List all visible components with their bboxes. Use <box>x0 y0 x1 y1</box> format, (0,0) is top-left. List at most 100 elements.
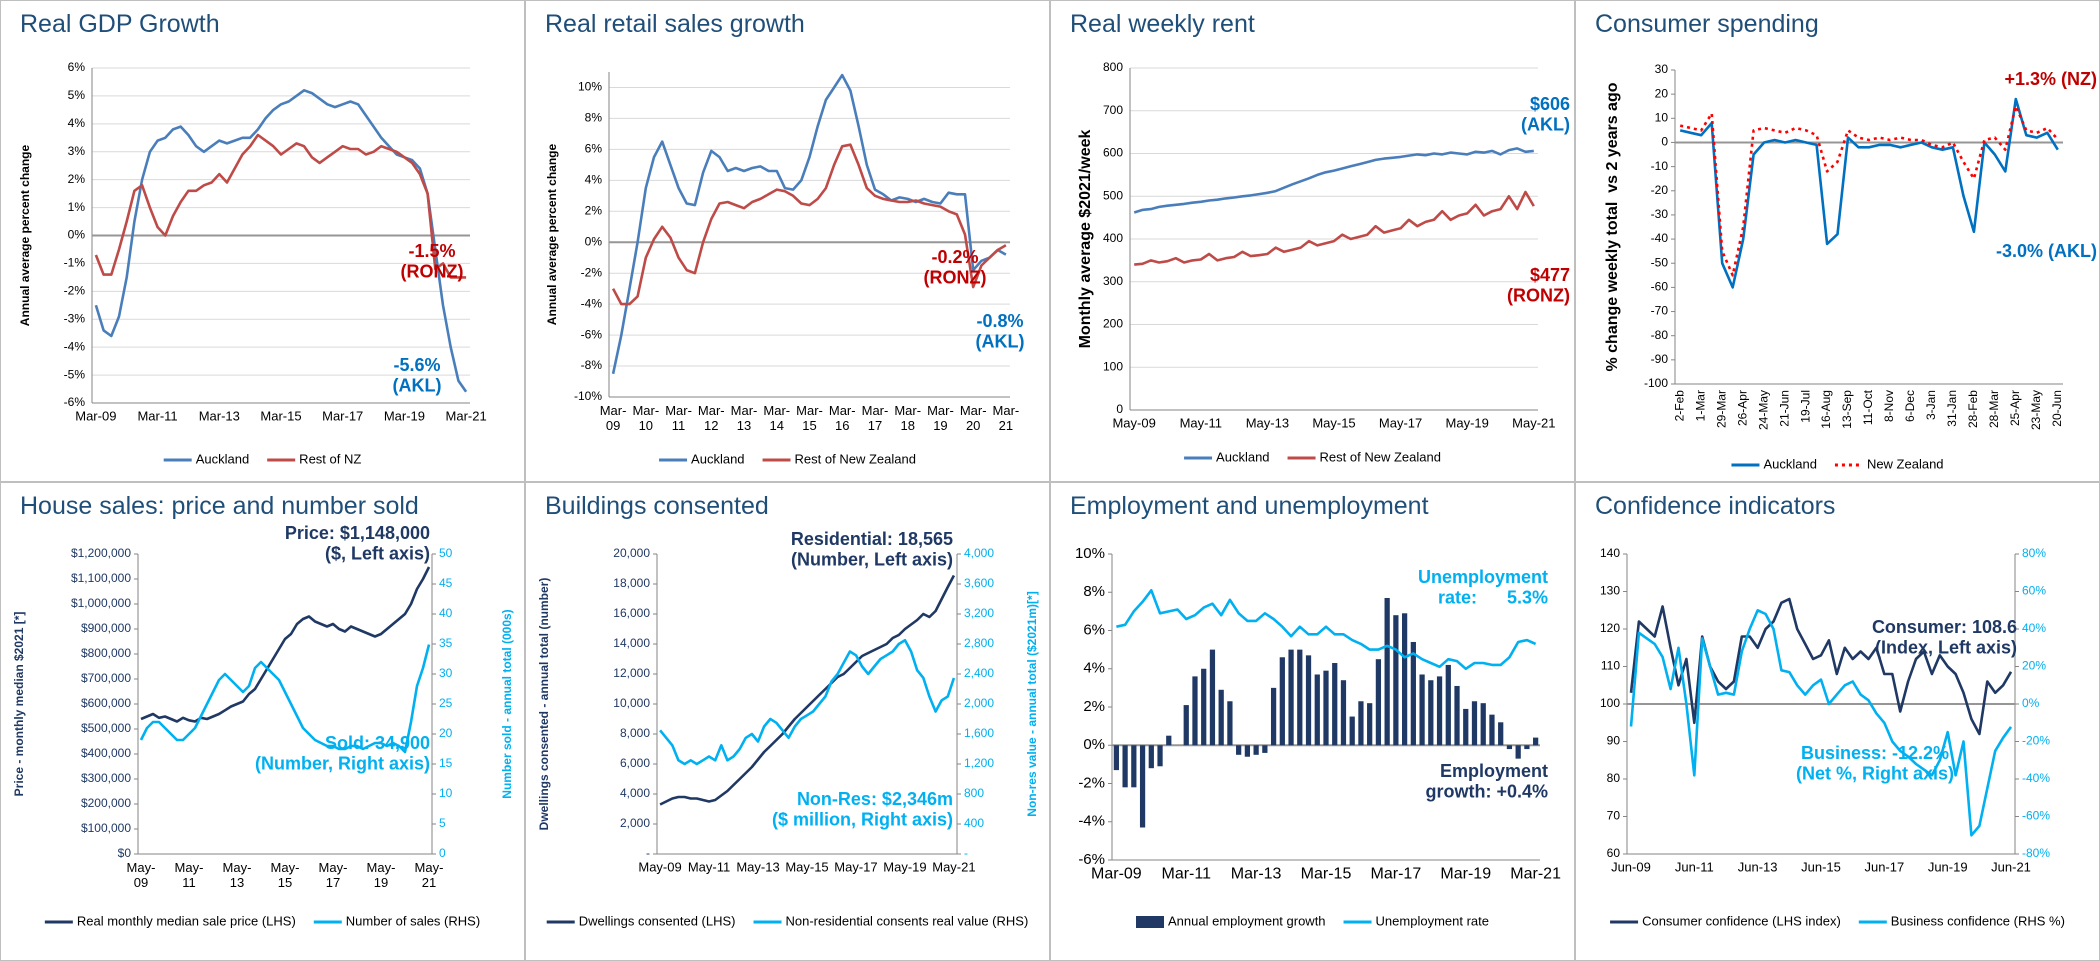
legend: Consumer confidence (LHS index) Business … <box>1610 913 2065 928</box>
bar <box>1218 689 1224 746</box>
bar <box>1454 685 1460 746</box>
line-series <box>659 639 956 766</box>
y-tick-label: $900,000 <box>81 621 131 635</box>
y2-tick-label: 25 <box>439 696 453 710</box>
y-tick-label: -80 <box>1651 328 1669 342</box>
bar <box>1139 745 1146 828</box>
x-tick-label: Mar-11 <box>137 409 177 424</box>
bar <box>1209 649 1216 746</box>
y2-tick-label: 50 <box>439 546 453 560</box>
bar <box>1305 655 1312 746</box>
x-tick-label: Mar-11 <box>1161 865 1211 882</box>
y-tick-label: 10 <box>1655 110 1669 124</box>
legend-swatch <box>1136 916 1165 928</box>
y-tick-label: 6% <box>68 60 86 74</box>
legend: Auckland Rest of New Zealand <box>1184 449 1441 464</box>
x-tick-label: Mar-13 <box>731 403 758 433</box>
y2-tick-label: 2,800 <box>964 636 994 650</box>
legend: Auckland Rest of New Zealand <box>659 451 916 466</box>
y-tick-label: $500,000 <box>81 721 131 735</box>
y2-tick-label: -20% <box>2022 734 2050 748</box>
x-tick-label: Mar-19 <box>927 403 954 433</box>
y2-axis-label: Number sold - annual total (000s) <box>500 609 514 798</box>
x-tick-label: Mar-21 <box>446 409 487 424</box>
bar <box>1471 701 1478 746</box>
legend-label: Business confidence (RHS %) <box>1891 913 2065 928</box>
x-tick-label: 26-Apr <box>1735 390 1749 426</box>
annotation: -0.2% (RONZ) <box>924 247 987 288</box>
x-tick-label: Jun-21 <box>1991 860 2031 875</box>
line-series <box>1133 147 1534 214</box>
y2-tick-label: 20 <box>439 726 453 740</box>
x-tick-label: Mar-13 <box>199 409 240 424</box>
legend-label: Rest of NZ <box>299 451 361 466</box>
x-tick-label: May-11 <box>175 860 204 890</box>
y-tick-label: 20,000 <box>613 546 650 560</box>
legend: Auckland Rest of NZ <box>163 451 361 466</box>
x-tick-label: 29-Mar <box>1714 390 1728 428</box>
x-tick-label: Mar-15 <box>796 403 823 433</box>
y-tick-label: $300,000 <box>81 771 131 785</box>
panel-border <box>1050 0 1575 482</box>
y-tick-label: 300 <box>1103 274 1123 288</box>
y2-tick-label: 20% <box>2022 659 2046 673</box>
bar <box>1113 745 1119 771</box>
y-tick-label: -6% <box>1078 851 1105 868</box>
y-tick-label: 8,000 <box>620 726 650 740</box>
x-tick-label: Mar-17 <box>322 409 363 424</box>
y2-tick-label: 0% <box>2022 696 2040 710</box>
x-tick-label: 3-Jan <box>1924 390 1938 420</box>
y2-tick-label: - <box>964 846 968 860</box>
line-series <box>611 143 1007 306</box>
bar <box>1157 745 1163 767</box>
annotation: Consumer: 108.6 (Index, Left axis) <box>1872 617 2017 658</box>
x-tick-label: May-21 <box>415 860 444 890</box>
y-axis-label: Dwellings consented - annual total (numb… <box>537 578 551 831</box>
x-tick-label: Mar-17 <box>862 403 889 433</box>
y2-tick-label: 5 <box>439 816 446 830</box>
x-tick-label: May-09 <box>127 860 156 890</box>
y-tick-label: $0 <box>118 846 132 860</box>
y2-tick-label: 80% <box>2022 546 2046 560</box>
x-tick-label: May-19 <box>367 860 396 890</box>
y2-tick-label: 2,400 <box>964 666 994 680</box>
x-tick-label: 31-Jan <box>1945 390 1959 427</box>
x-tick-label: Mar-13 <box>1231 865 1282 882</box>
bar <box>1122 745 1128 788</box>
x-tick-label: Mar-18 <box>894 403 921 433</box>
chart-panel: Consumer spending-100-90-80-70-60-50-40-… <box>1575 0 2100 482</box>
y-tick-label: -4% <box>581 296 603 310</box>
legend-label: Rest of New Zealand <box>1320 449 1441 464</box>
y-tick-label: 0% <box>1083 736 1105 753</box>
y-tick-label: 0% <box>585 234 603 248</box>
line-series <box>1116 589 1537 671</box>
legend: Annual employment growth Unemployment rat… <box>1136 913 1489 928</box>
x-tick-label: Mar-15 <box>260 409 301 424</box>
y-tick-label: 8% <box>585 111 603 125</box>
x-tick-label: 21-Jun <box>1777 390 1791 427</box>
y-tick-label: -4% <box>64 339 86 353</box>
x-tick-label: 28-Mar <box>1987 390 2001 428</box>
y-tick-label: 10,000 <box>613 696 650 710</box>
annotation: Non-Res: $2,346m ($ million, Right axis) <box>772 789 953 830</box>
bar <box>1332 663 1338 746</box>
y-tick-label: $600,000 <box>81 696 131 710</box>
line-series <box>140 566 431 723</box>
bar <box>1436 676 1443 746</box>
x-tick-label: Jun-09 <box>1611 860 1651 875</box>
y-tick-label: - <box>646 846 650 860</box>
y2-tick-label: 15 <box>439 756 453 770</box>
legend-label: Rest of New Zealand <box>795 451 916 466</box>
y-tick-label: 14,000 <box>613 636 650 650</box>
x-tick-label: 24-May <box>1756 390 1770 430</box>
x-tick-label: Mar-21 <box>1510 865 1561 882</box>
x-tick-label: May-13 <box>1246 416 1289 431</box>
x-tick-label: Mar-09 <box>75 409 116 424</box>
chart-title: Real weekly rent <box>1070 10 1255 38</box>
bar <box>1314 674 1320 746</box>
y-tick-label: 0 <box>1661 135 1668 149</box>
y2-tick-label: 1,200 <box>964 756 994 770</box>
y-axis-label: % change weekly total vs 2 years ago <box>1604 82 1621 371</box>
y2-tick-label: -80% <box>2022 846 2050 860</box>
